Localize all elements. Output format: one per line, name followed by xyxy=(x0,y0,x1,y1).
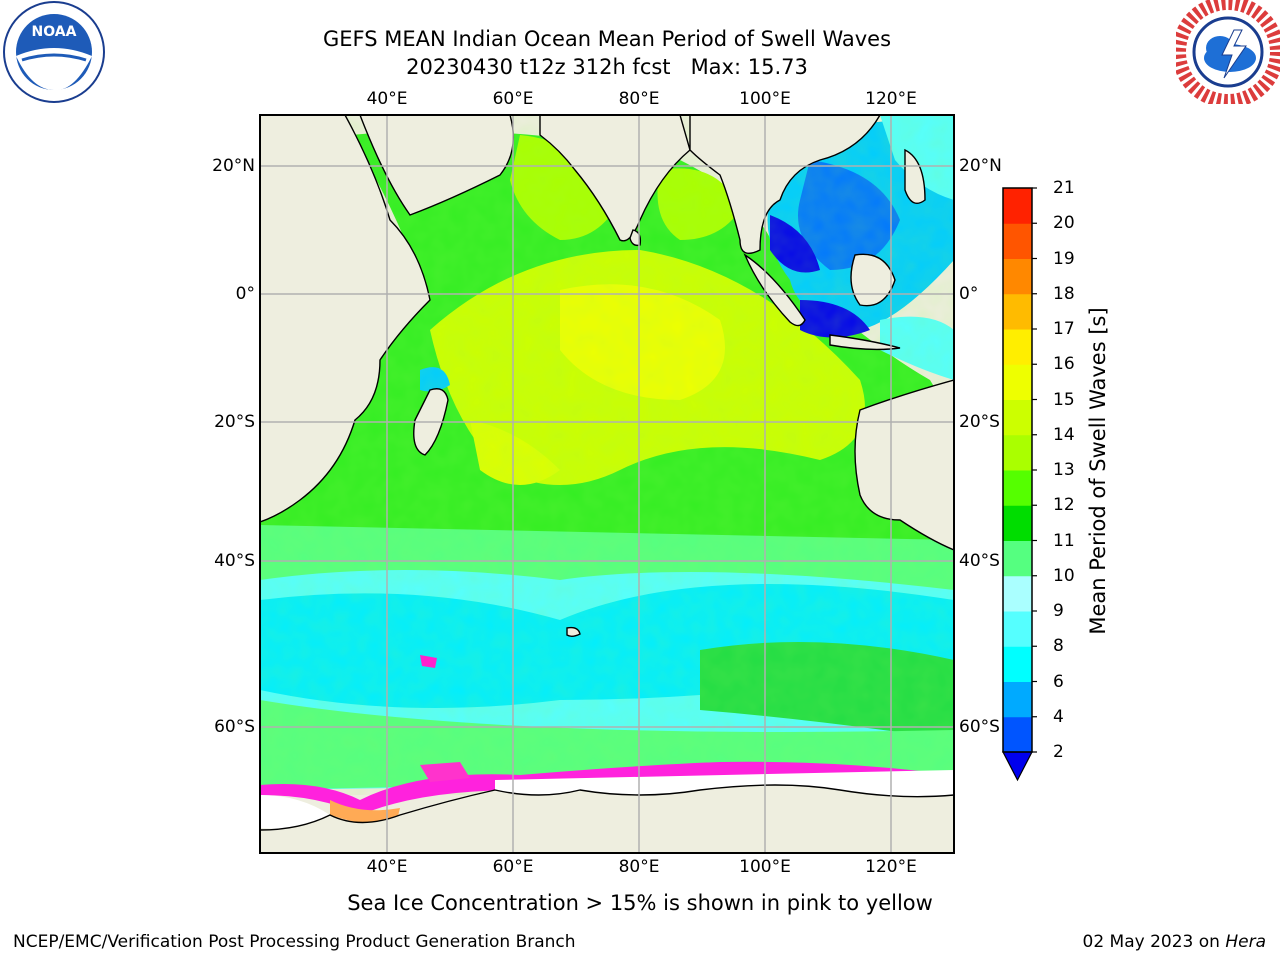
colorbar-tick-label: 16 xyxy=(1053,354,1075,375)
lon-tick-top: 40°E xyxy=(366,89,408,109)
lon-tick-bottom: 60°E xyxy=(492,857,534,877)
colorbar-tick-label: 2 xyxy=(1053,742,1064,762)
colorbar-extend-arrow xyxy=(1002,751,1033,782)
lon-tick-top: 60°E xyxy=(492,89,534,109)
lon-tick-top: 100°E xyxy=(739,89,791,109)
lat-tick-left: 40°S xyxy=(214,551,255,571)
lon-tick-bottom: 40°E xyxy=(366,857,408,877)
svg-text:NOAA: NOAA xyxy=(32,24,77,40)
graticule xyxy=(260,115,954,853)
colorbar-segment xyxy=(1003,293,1032,330)
colorbar-tick-label: 6 xyxy=(1053,671,1064,692)
colorbar-segment xyxy=(1003,329,1032,365)
colorbar-segment xyxy=(1003,611,1032,647)
footer-date: 02 May 2023 on xyxy=(1082,932,1226,952)
colorbar-tick-label: 9 xyxy=(1053,601,1064,621)
colorbar-tick-label: 10 xyxy=(1053,565,1075,586)
colorbar-segment xyxy=(1003,646,1032,682)
colorbar-segment xyxy=(1003,575,1032,612)
lat-tick-left: 20°N xyxy=(212,156,255,176)
colorbar-tick-label: 19 xyxy=(1053,248,1075,269)
lat-tick-left: 20°S xyxy=(214,412,255,432)
sea-ice-caption: Sea Ice Concentration > 15% is shown in … xyxy=(347,891,933,915)
lon-tick-bottom: 120°E xyxy=(865,857,917,877)
colorbar-tick-label: 8 xyxy=(1053,636,1064,657)
colorbar-tick-label: 17 xyxy=(1053,319,1075,339)
colorbar-segment xyxy=(1003,540,1032,577)
colorbar-tick-label: 18 xyxy=(1053,283,1075,304)
lat-tick-right: 0° xyxy=(959,284,979,304)
swell-period-field xyxy=(260,115,954,795)
lat-tick-right: 20°S xyxy=(959,412,1000,432)
footer-host: Hera xyxy=(1225,932,1266,952)
map-title-line1: GEFS MEAN Indian Ocean Mean Period of Sw… xyxy=(322,27,892,51)
colorbar-segment xyxy=(1003,258,1032,295)
colorbar-segment xyxy=(1003,399,1032,436)
colorbar-segment xyxy=(1003,434,1032,471)
lon-tick-bottom: 80°E xyxy=(618,857,660,877)
colorbar-segment xyxy=(1003,188,1032,224)
colorbar-tick-label: 11 xyxy=(1053,530,1075,551)
lat-tick-right: 40°S xyxy=(959,551,1000,571)
footer-credit: NCEP/EMC/Verification Post Processing Pr… xyxy=(13,932,576,952)
lat-tick-left: 60°S xyxy=(214,717,255,737)
colorbar-tick-label: 12 xyxy=(1053,495,1075,516)
map-title-line2: 20230430 t12z 312h fcst Max: 15.73 xyxy=(406,55,808,79)
colorbar-tick-label: 15 xyxy=(1053,389,1075,410)
colorbar-tick-label: 20 xyxy=(1053,213,1075,234)
footer-timestamp: 02 May 2023 on Hera xyxy=(1083,932,1267,952)
colorbar-label: Mean Period of Swell Waves [s] xyxy=(1086,307,1110,635)
colorbar-tick-label: 4 xyxy=(1053,706,1064,727)
lon-tick-top: 80°E xyxy=(618,89,660,109)
colorbar-frame xyxy=(1002,187,1033,753)
colorbar-segments xyxy=(1003,188,1032,753)
colorbar-tick-label: 14 xyxy=(1053,424,1075,445)
colorbar-segment xyxy=(1003,470,1032,506)
map-frame xyxy=(259,114,955,854)
noaa-logo: NOAA xyxy=(3,1,105,103)
nws-logo xyxy=(1176,0,1280,104)
colorbar-segment xyxy=(1003,505,1032,541)
colorbar-segment xyxy=(1003,364,1032,400)
lon-tick-bottom: 100°E xyxy=(739,857,791,877)
lat-tick-left: 0° xyxy=(235,284,255,304)
coastlines xyxy=(260,115,954,853)
lat-tick-right: 20°N xyxy=(959,156,1002,176)
colorbar-tick-label: 13 xyxy=(1053,460,1075,480)
colorbar-segment xyxy=(1003,716,1032,753)
colorbar-segment xyxy=(1003,681,1032,718)
colorbar xyxy=(1002,187,1037,782)
lon-tick-top: 120°E xyxy=(865,89,917,109)
lat-tick-right: 60°S xyxy=(959,717,1000,737)
colorbar-segment xyxy=(1003,223,1032,259)
colorbar-tick-label: 21 xyxy=(1053,178,1075,198)
